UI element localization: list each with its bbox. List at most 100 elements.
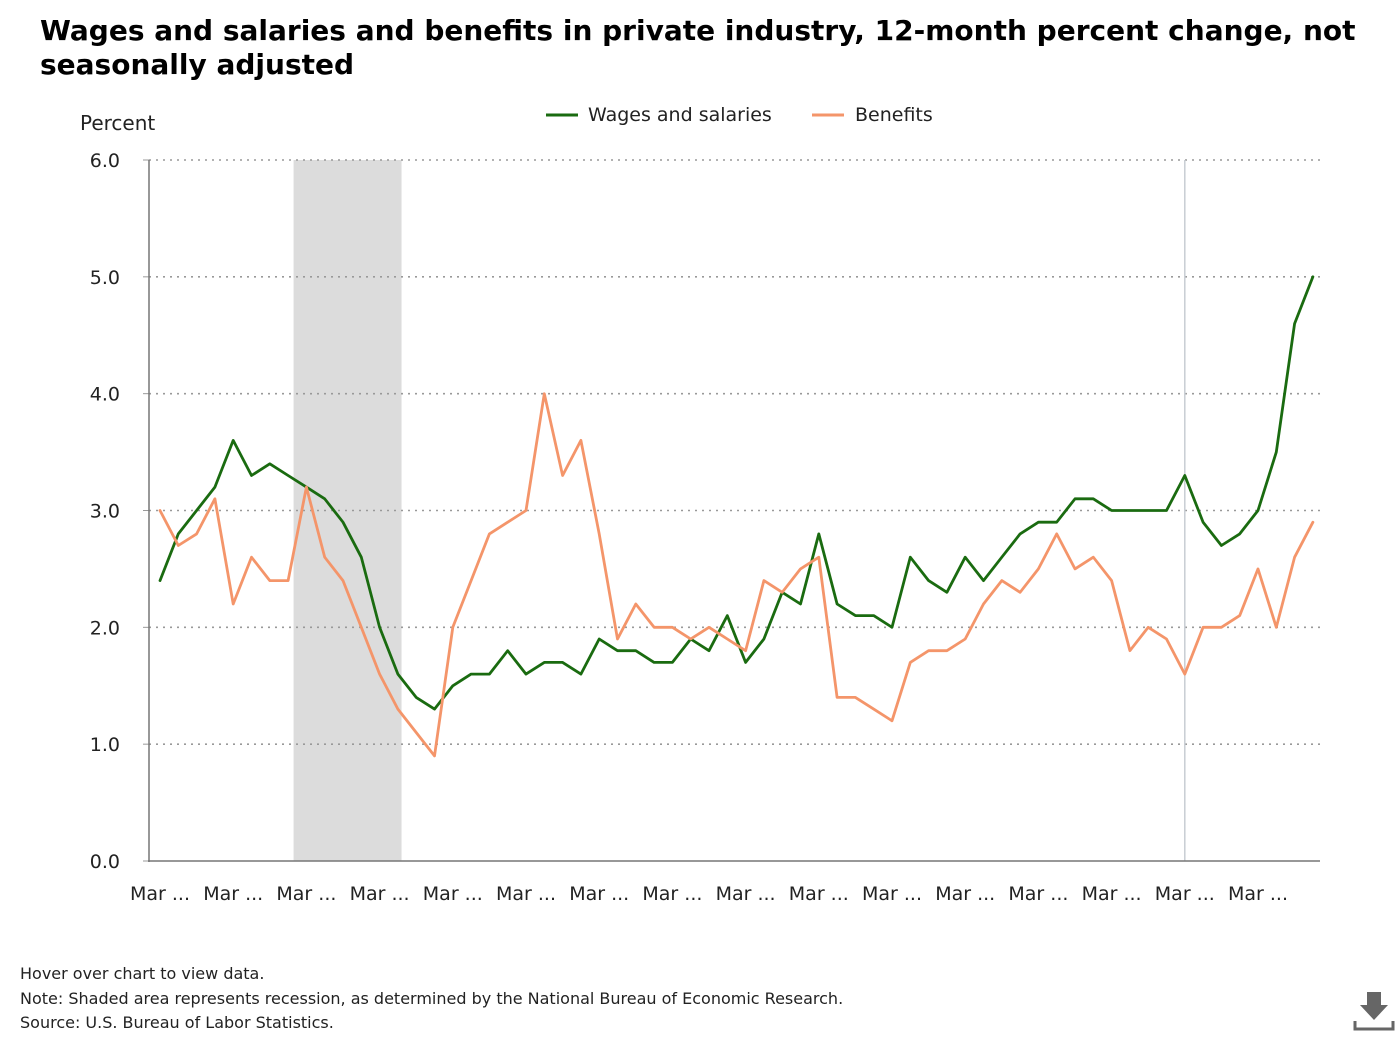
data-point-benefits[interactable] — [906, 658, 914, 666]
data-point-benefits[interactable] — [302, 483, 310, 491]
data-point-wages-and-salaries[interactable] — [614, 647, 622, 655]
data-point-wages-and-salaries[interactable] — [431, 705, 439, 713]
data-point-wages-and-salaries[interactable] — [815, 530, 823, 538]
data-point-wages-and-salaries[interactable] — [412, 693, 420, 701]
data-point-wages-and-salaries[interactable] — [248, 471, 256, 479]
data-point-benefits[interactable] — [229, 600, 237, 608]
data-point-benefits[interactable] — [321, 553, 329, 561]
data-point-benefits[interactable] — [540, 390, 548, 398]
data-point-wages-and-salaries[interactable] — [723, 612, 731, 620]
data-point-benefits[interactable] — [650, 623, 658, 631]
data-point-wages-and-salaries[interactable] — [888, 623, 896, 631]
data-point-benefits[interactable] — [1236, 612, 1244, 620]
data-point-benefits[interactable] — [687, 635, 695, 643]
data-point-benefits[interactable] — [1034, 565, 1042, 573]
data-point-benefits[interactable] — [705, 623, 713, 631]
data-point-benefits[interactable] — [449, 623, 457, 631]
data-point-benefits[interactable] — [1144, 623, 1152, 631]
series-line-benefits[interactable] — [158, 392, 1315, 758]
data-point-benefits[interactable] — [376, 670, 384, 678]
data-point-benefits[interactable] — [1126, 647, 1134, 655]
data-point-benefits[interactable] — [723, 635, 731, 643]
data-point-wages-and-salaries[interactable] — [284, 471, 292, 479]
data-point-wages-and-salaries[interactable] — [925, 577, 933, 585]
data-point-benefits[interactable] — [980, 600, 988, 608]
data-point-benefits[interactable] — [815, 553, 823, 561]
data-point-wages-and-salaries[interactable] — [998, 553, 1006, 561]
data-point-wages-and-salaries[interactable] — [467, 670, 475, 678]
data-point-benefits[interactable] — [193, 530, 201, 538]
data-point-benefits[interactable] — [1254, 565, 1262, 573]
data-point-wages-and-salaries[interactable] — [1272, 448, 1280, 456]
data-point-benefits[interactable] — [1181, 670, 1189, 678]
legend-label-benefits[interactable]: Benefits — [855, 104, 933, 126]
data-point-wages-and-salaries[interactable] — [632, 647, 640, 655]
data-point-wages-and-salaries[interactable] — [1254, 507, 1262, 515]
data-point-wages-and-salaries[interactable] — [650, 658, 658, 666]
data-point-wages-and-salaries[interactable] — [833, 600, 841, 608]
data-point-wages-and-salaries[interactable] — [742, 658, 750, 666]
data-point-wages-and-salaries[interactable] — [357, 553, 365, 561]
data-point-benefits[interactable] — [1309, 518, 1317, 526]
data-point-wages-and-salaries[interactable] — [1034, 518, 1042, 526]
data-point-benefits[interactable] — [870, 705, 878, 713]
data-point-benefits[interactable] — [888, 717, 896, 725]
data-point-benefits[interactable] — [357, 623, 365, 631]
data-point-benefits[interactable] — [760, 577, 768, 585]
data-point-benefits[interactable] — [284, 577, 292, 585]
data-point-benefits[interactable] — [248, 553, 256, 561]
data-point-benefits[interactable] — [1016, 588, 1024, 596]
data-point-wages-and-salaries[interactable] — [504, 647, 512, 655]
data-point-benefits[interactable] — [1089, 553, 1097, 561]
data-point-wages-and-salaries[interactable] — [339, 518, 347, 526]
data-point-wages-and-salaries[interactable] — [943, 588, 951, 596]
data-point-wages-and-salaries[interactable] — [1089, 495, 1097, 503]
data-point-benefits[interactable] — [1108, 577, 1116, 585]
data-point-wages-and-salaries[interactable] — [522, 670, 530, 678]
download-button[interactable] — [1352, 990, 1396, 1034]
data-point-wages-and-salaries[interactable] — [961, 553, 969, 561]
data-point-benefits[interactable] — [1071, 565, 1079, 573]
data-point-benefits[interactable] — [467, 577, 475, 585]
data-point-benefits[interactable] — [998, 577, 1006, 585]
data-point-wages-and-salaries[interactable] — [906, 553, 914, 561]
data-point-wages-and-salaries[interactable] — [980, 577, 988, 585]
data-point-benefits[interactable] — [797, 565, 805, 573]
data-point-benefits[interactable] — [559, 471, 567, 479]
data-point-wages-and-salaries[interactable] — [797, 600, 805, 608]
data-point-wages-and-salaries[interactable] — [705, 647, 713, 655]
data-point-benefits[interactable] — [156, 507, 164, 515]
data-point-benefits[interactable] — [339, 577, 347, 585]
data-point-wages-and-salaries[interactable] — [1291, 320, 1299, 328]
data-point-benefits[interactable] — [504, 518, 512, 526]
data-point-benefits[interactable] — [522, 507, 530, 515]
data-point-wages-and-salaries[interactable] — [1163, 507, 1171, 515]
data-point-wages-and-salaries[interactable] — [851, 612, 859, 620]
data-point-wages-and-salaries[interactable] — [156, 577, 164, 585]
data-point-wages-and-salaries[interactable] — [229, 436, 237, 444]
legend-label-wages-and-salaries[interactable]: Wages and salaries — [588, 104, 772, 126]
data-point-wages-and-salaries[interactable] — [266, 460, 274, 468]
data-point-benefits[interactable] — [431, 752, 439, 760]
data-point-wages-and-salaries[interactable] — [1016, 530, 1024, 538]
data-point-benefits[interactable] — [412, 728, 420, 736]
data-point-wages-and-salaries[interactable] — [540, 658, 548, 666]
data-point-benefits[interactable] — [394, 705, 402, 713]
data-point-wages-and-salaries[interactable] — [1108, 507, 1116, 515]
data-point-wages-and-salaries[interactable] — [1053, 518, 1061, 526]
series-line-wages-and-salaries[interactable] — [158, 275, 1315, 711]
data-point-wages-and-salaries[interactable] — [376, 623, 384, 631]
data-point-benefits[interactable] — [668, 623, 676, 631]
data-point-benefits[interactable] — [174, 542, 182, 550]
data-point-benefits[interactable] — [851, 693, 859, 701]
data-point-wages-and-salaries[interactable] — [577, 670, 585, 678]
data-point-benefits[interactable] — [1053, 530, 1061, 538]
data-point-wages-and-salaries[interactable] — [1126, 507, 1134, 515]
data-point-wages-and-salaries[interactable] — [1217, 542, 1225, 550]
data-point-benefits[interactable] — [833, 693, 841, 701]
data-point-benefits[interactable] — [577, 436, 585, 444]
data-point-wages-and-salaries[interactable] — [394, 670, 402, 678]
data-point-benefits[interactable] — [595, 530, 603, 538]
data-point-benefits[interactable] — [632, 600, 640, 608]
